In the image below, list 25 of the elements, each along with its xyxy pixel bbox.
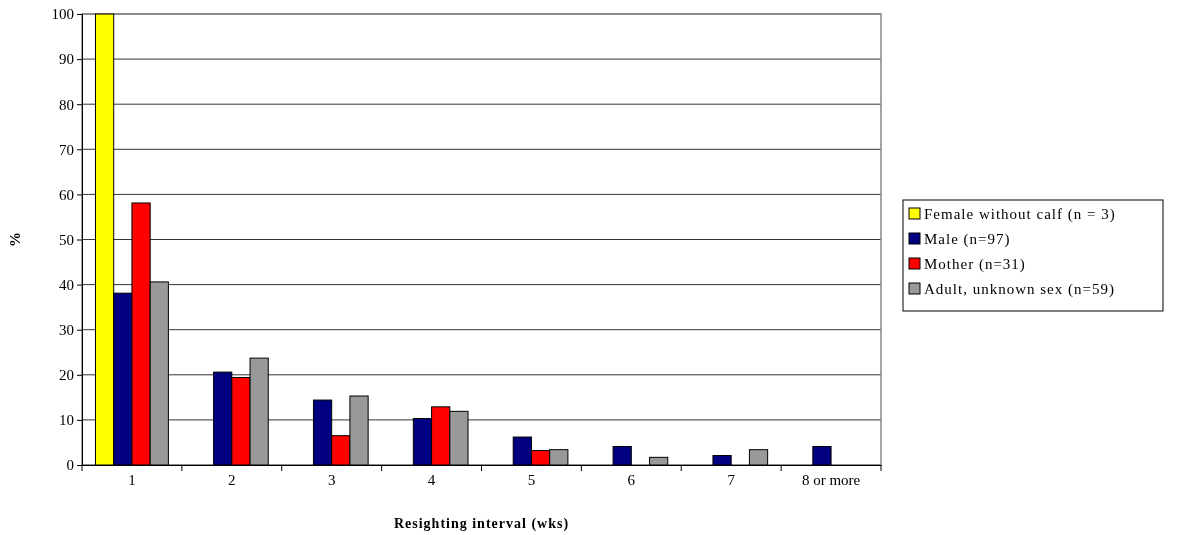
x-tick-label: 6 — [627, 471, 636, 488]
x-tick-label: 3 — [327, 471, 336, 488]
x-tick-label: 7 — [727, 471, 736, 488]
x-tick-label: 1 — [128, 471, 136, 488]
legend-label: Adult, unknown sex (n=59) — [924, 281, 1115, 298]
legend-label: Mother (n=31) — [924, 256, 1026, 273]
y-tick-label: 80 — [59, 96, 74, 113]
y-tick-label: 0 — [66, 457, 74, 474]
y-tick-label: 30 — [59, 322, 74, 338]
y-tick-label: 10 — [59, 412, 74, 429]
y-tick-label: 20 — [59, 367, 74, 384]
y-tick-label: 90 — [59, 51, 74, 68]
x-axis-title: Resighting interval (wks) — [393, 516, 570, 532]
legend-label: Male (n=97) — [924, 231, 1011, 248]
y-tick-label: 60 — [59, 186, 74, 203]
y-tick-label: 40 — [59, 276, 74, 293]
x-tick-label: 5 — [527, 471, 536, 488]
legend-label: Female without calf (n = 3) — [924, 206, 1116, 223]
y-tick-label: 100 — [51, 6, 74, 23]
x-tick-label: 2 — [228, 471, 236, 488]
x-tick-label: 4 — [427, 471, 436, 488]
y-tick-label: 50 — [59, 231, 74, 248]
y-axis-title: % — [7, 232, 23, 247]
x-tick-label: 8 or more — [801, 471, 861, 488]
y-tick-label: 70 — [59, 141, 74, 158]
